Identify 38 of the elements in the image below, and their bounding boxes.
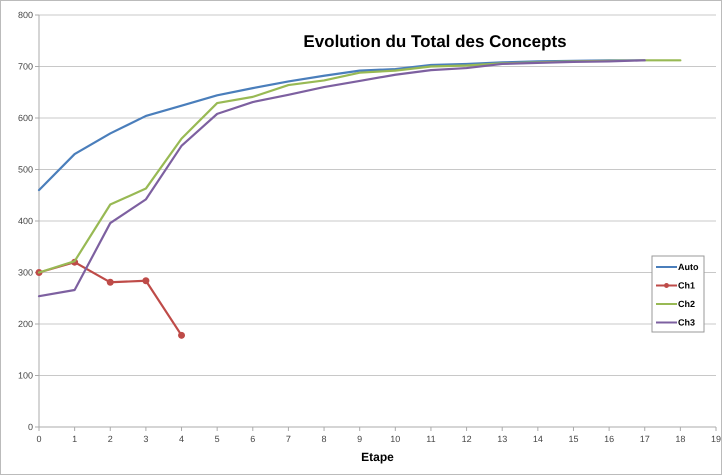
x-tick-label: 15 xyxy=(568,434,578,444)
text: Evolution du Total des Concepts xyxy=(303,32,567,51)
y-tick-label: 0 xyxy=(28,422,33,432)
x-tick-label: 18 xyxy=(675,434,686,444)
x-tick-label: 12 xyxy=(462,434,472,444)
x-tick-label: 16 xyxy=(604,434,614,444)
y-tick-label: 300 xyxy=(18,268,33,278)
y-tick-label: 200 xyxy=(18,319,33,330)
x-tick-label: 13 xyxy=(497,434,508,444)
x-tick-label: 11 xyxy=(426,434,436,444)
y-tick-label: 100 xyxy=(18,370,33,381)
x-tick-label: 0 xyxy=(36,434,42,444)
point xyxy=(178,332,186,339)
point xyxy=(142,277,150,284)
x-tick-label: 6 xyxy=(250,434,256,444)
legend-label: Ch2 xyxy=(678,299,696,310)
x-tick-label: 9 xyxy=(357,434,362,444)
point xyxy=(106,278,114,286)
y-tick-label: 600 xyxy=(18,113,33,124)
x-tick-label: 14 xyxy=(532,434,543,444)
y-tick-label: 700 xyxy=(18,62,33,72)
x-axis-title: Etape xyxy=(361,450,394,464)
legend-label: Ch1 xyxy=(678,280,696,291)
x-tick-label: 19 xyxy=(710,434,722,444)
x-tick-label: 17 xyxy=(640,434,650,444)
x-tick-label: 7 xyxy=(286,434,291,444)
x-tick-label: 3 xyxy=(143,434,148,444)
x-tick-label: 4 xyxy=(179,434,184,444)
x-tick-label: 8 xyxy=(322,434,327,444)
x-tick-label: 5 xyxy=(214,434,220,444)
x-tick-label: 1 xyxy=(72,434,78,444)
legend-label: Auto xyxy=(678,262,699,272)
legend-label: Ch3 xyxy=(678,318,696,328)
y-tick-label: 800 xyxy=(18,10,33,20)
x-tick-label: 2 xyxy=(108,434,113,444)
x-tick-label: 10 xyxy=(390,434,400,444)
y-tick-label: 400 xyxy=(18,216,33,226)
y-tick-label: 500 xyxy=(18,164,33,175)
